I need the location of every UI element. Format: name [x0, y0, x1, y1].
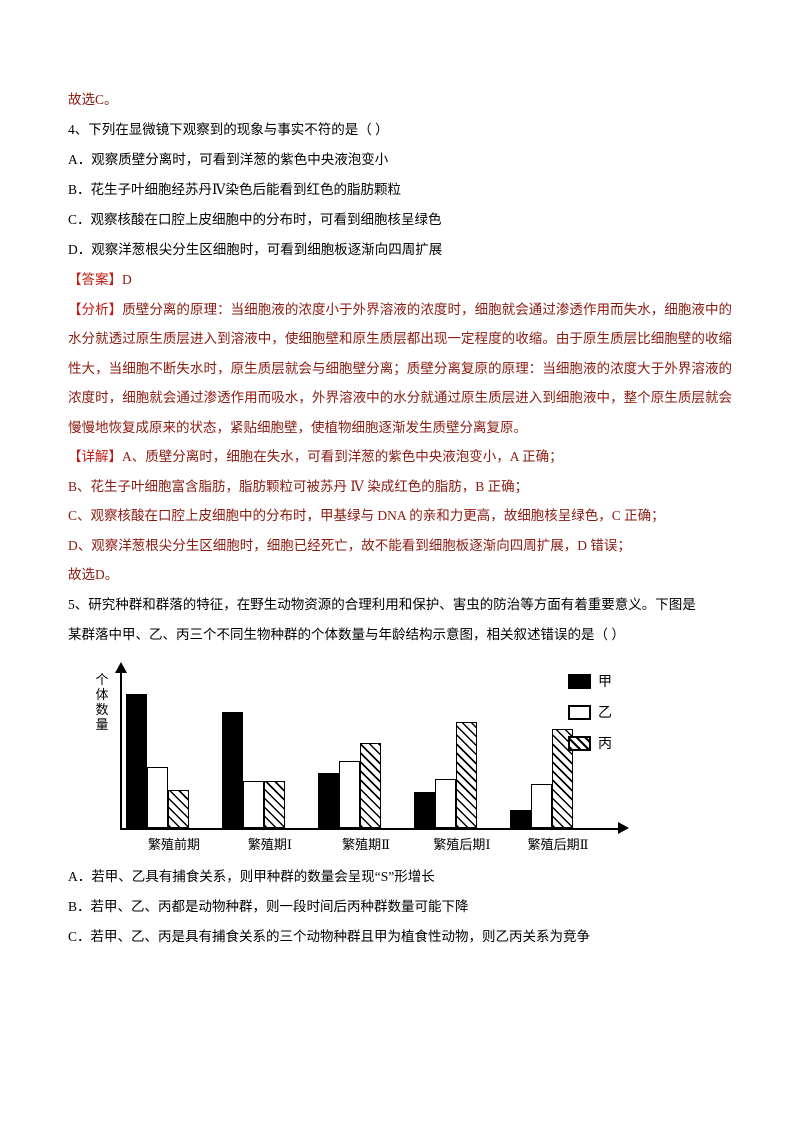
- legend-label-bing: 丙: [598, 737, 612, 752]
- bar-乙: [531, 783, 552, 828]
- population-age-structure-chart: 个体数量 繁殖前期 繁殖期Ⅰ 繁殖期Ⅱ 繁殖后期Ⅰ 繁殖后期Ⅱ 甲 乙 丙: [90, 661, 690, 862]
- bar-group: [126, 693, 222, 828]
- question-5-option-c: C．若甲、乙、丙是具有捕食关系的三个动物种群且甲为植食性动物，则乙丙关系为竞争: [68, 928, 591, 944]
- question-5-option-a: A．若甲、乙具有捕食关系，则甲种群的数量会呈现“S”形增长: [68, 868, 435, 884]
- x-tick-label: 繁殖期Ⅱ: [342, 836, 390, 852]
- bar-丙: [264, 780, 285, 828]
- legend-item-yi: 乙: [568, 697, 612, 728]
- chart-y-axis: [120, 669, 122, 830]
- legend-label-jia: 甲: [598, 675, 612, 690]
- bar-乙: [339, 760, 360, 828]
- legend-item-bing: 丙: [568, 728, 612, 759]
- bar-甲: [414, 791, 435, 828]
- bar-group: [222, 711, 318, 828]
- bar-丙: [552, 728, 573, 828]
- legend-label-yi: 乙: [598, 706, 612, 721]
- question-4-detail-a: 【详解】A、质壁分离时，细胞在失水，可看到洋葱的紫色中央液泡变小，A 正确；: [68, 442, 732, 472]
- chart-y-axis-label: 个体数量: [95, 671, 109, 732]
- legend-swatch-hatch-icon: [568, 735, 591, 751]
- question-5-stem-line-2: 某群落中甲、乙、丙三个不同生物种群的个体数量与年龄结构示意图，相关叙述错误的是（…: [68, 626, 625, 642]
- detail-line-a: A、质壁分离时，细胞在失水，可看到洋葱的紫色中央液泡变小，A 正确；: [122, 449, 563, 464]
- question-4-option-b: B．花生子叶细胞经苏丹Ⅳ染色后能看到红色的脂肪颗粒: [68, 182, 401, 197]
- bar-group: [414, 721, 510, 828]
- bar-甲: [510, 809, 531, 828]
- y-axis-arrow-icon: [115, 661, 127, 673]
- detail-label: 【详解】: [68, 449, 122, 464]
- question-4-option-a: A．观察质壁分离时，可看到洋葱的紫色中央液泡变小: [68, 152, 389, 167]
- legend-item-jia: 甲: [568, 666, 612, 697]
- bar-乙: [147, 766, 168, 828]
- bar-乙: [243, 780, 264, 828]
- answer-label: 【答案】: [68, 272, 122, 287]
- question-5-option-b: B．若甲、乙、丙都是动物种群，则一段时间后丙种群数量可能下降: [68, 898, 469, 914]
- bar-group: [510, 728, 606, 828]
- question-4-detail-c: C、观察核酸在口腔上皮细胞中的分布时，甲基绿与 DNA 的亲和力更高，故细胞核呈…: [68, 508, 665, 523]
- bar-甲: [126, 693, 147, 828]
- answer-value: D: [122, 272, 132, 287]
- bar-丙: [168, 789, 189, 828]
- question-4-stem: 4、下列在显微镜下观察到的现象与事实不符的是（ ）: [68, 122, 389, 137]
- x-tick-label: 繁殖前期: [147, 836, 200, 852]
- legend-swatch-outline-icon: [568, 704, 591, 720]
- bar-甲: [318, 772, 339, 828]
- question-5-stem-line-1: 5、研究种群和群落的特征，在野生动物资源的合理利用和保护、害虫的防治等方面有着重…: [68, 596, 696, 612]
- previous-answer-conclusion: 故选C。: [68, 92, 118, 107]
- question-4-option-c: C．观察核酸在口腔上皮细胞中的分布时，可看到细胞核呈绿色: [68, 212, 442, 227]
- question-4-answer-row: 【答案】D: [68, 265, 732, 295]
- bar-丙: [456, 721, 477, 828]
- x-tick-label: 繁殖后期Ⅰ: [433, 836, 491, 852]
- x-tick-label: 繁殖后期Ⅱ: [527, 836, 589, 852]
- question-4-conclusion: 故选D。: [68, 567, 119, 582]
- chart-x-tick-labels: 繁殖前期 繁殖期Ⅰ 繁殖期Ⅱ 繁殖后期Ⅰ 繁殖后期Ⅱ: [126, 834, 616, 853]
- bar-group: [318, 742, 414, 828]
- bar-丙: [360, 742, 381, 828]
- question-4-analysis: 【分析】质壁分离的原理：当细胞液的浓度小于外界溶液的浓度时，细胞就会通过渗透作用…: [68, 295, 732, 443]
- analysis-text: 质壁分离的原理：当细胞液的浓度小于外界溶液的浓度时，细胞就会通过渗透作用而失水，…: [68, 301, 733, 435]
- question-4-detail-b: B、花生子叶细胞富含脂肪，脂肪颗粒可被苏丹 Ⅳ 染成红色的脂肪，B 正确；: [68, 478, 529, 494]
- analysis-label: 【分析】: [68, 301, 123, 317]
- x-axis-arrow-icon: [618, 821, 629, 834]
- bar-乙: [435, 778, 456, 828]
- chart-legend: 甲 乙 丙: [568, 666, 612, 759]
- chart-bar-groups: [126, 670, 606, 828]
- bar-甲: [222, 711, 243, 828]
- chart-x-axis: [120, 827, 620, 830]
- question-4-detail-d: D、观察洋葱根尖分生区细胞时，细胞已经死亡，故不能看到细胞板逐渐向四周扩展，D …: [68, 537, 631, 553]
- x-tick-label: 繁殖期Ⅰ: [247, 836, 293, 852]
- question-4-option-d: D．观察洋葱根尖分生区细胞时，可看到细胞板逐渐向四周扩展: [68, 242, 443, 257]
- legend-swatch-solid-icon: [568, 673, 591, 689]
